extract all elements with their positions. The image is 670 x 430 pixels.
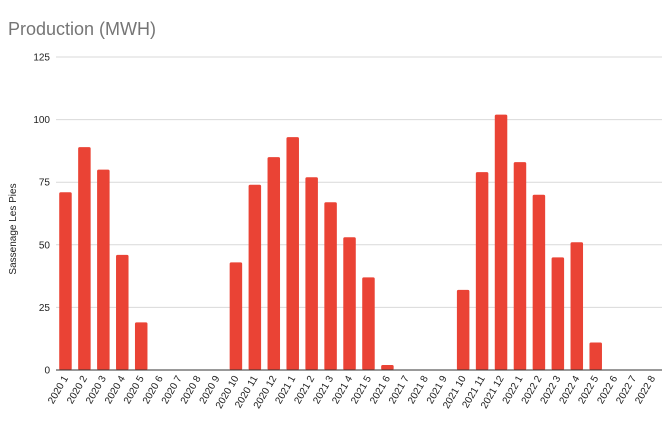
bar bbox=[475, 172, 489, 370]
bar bbox=[78, 147, 91, 370]
bar bbox=[551, 257, 565, 370]
y-axis-ticks: 0 25 50 75 100 125 bbox=[33, 53, 50, 377]
bar bbox=[97, 169, 110, 370]
bar bbox=[532, 194, 546, 370]
bar bbox=[570, 242, 584, 370]
bar bbox=[59, 192, 72, 370]
bar bbox=[324, 202, 337, 370]
bar bbox=[494, 114, 508, 370]
bars bbox=[59, 114, 602, 370]
bar bbox=[286, 137, 299, 370]
y-tick-label: 0 bbox=[44, 366, 50, 377]
y-tick-label: 100 bbox=[33, 115, 50, 126]
bar bbox=[456, 289, 470, 370]
y-axis-label: Sassenage Les Pies bbox=[8, 183, 19, 274]
bar bbox=[248, 184, 262, 370]
chart-title: Production (MWH) bbox=[8, 19, 156, 39]
bar bbox=[513, 162, 527, 370]
y-tick-label: 75 bbox=[39, 178, 51, 189]
bar bbox=[381, 364, 394, 370]
bar bbox=[362, 277, 375, 370]
bar bbox=[343, 237, 356, 370]
y-tick-label: 50 bbox=[39, 240, 51, 251]
bar bbox=[267, 157, 281, 370]
y-tick-label: 25 bbox=[39, 303, 51, 314]
bar bbox=[229, 262, 243, 370]
bar bbox=[134, 322, 148, 370]
bar bbox=[116, 254, 129, 370]
y-tick-label: 125 bbox=[33, 53, 50, 64]
bar bbox=[305, 177, 318, 370]
bar bbox=[589, 342, 602, 370]
